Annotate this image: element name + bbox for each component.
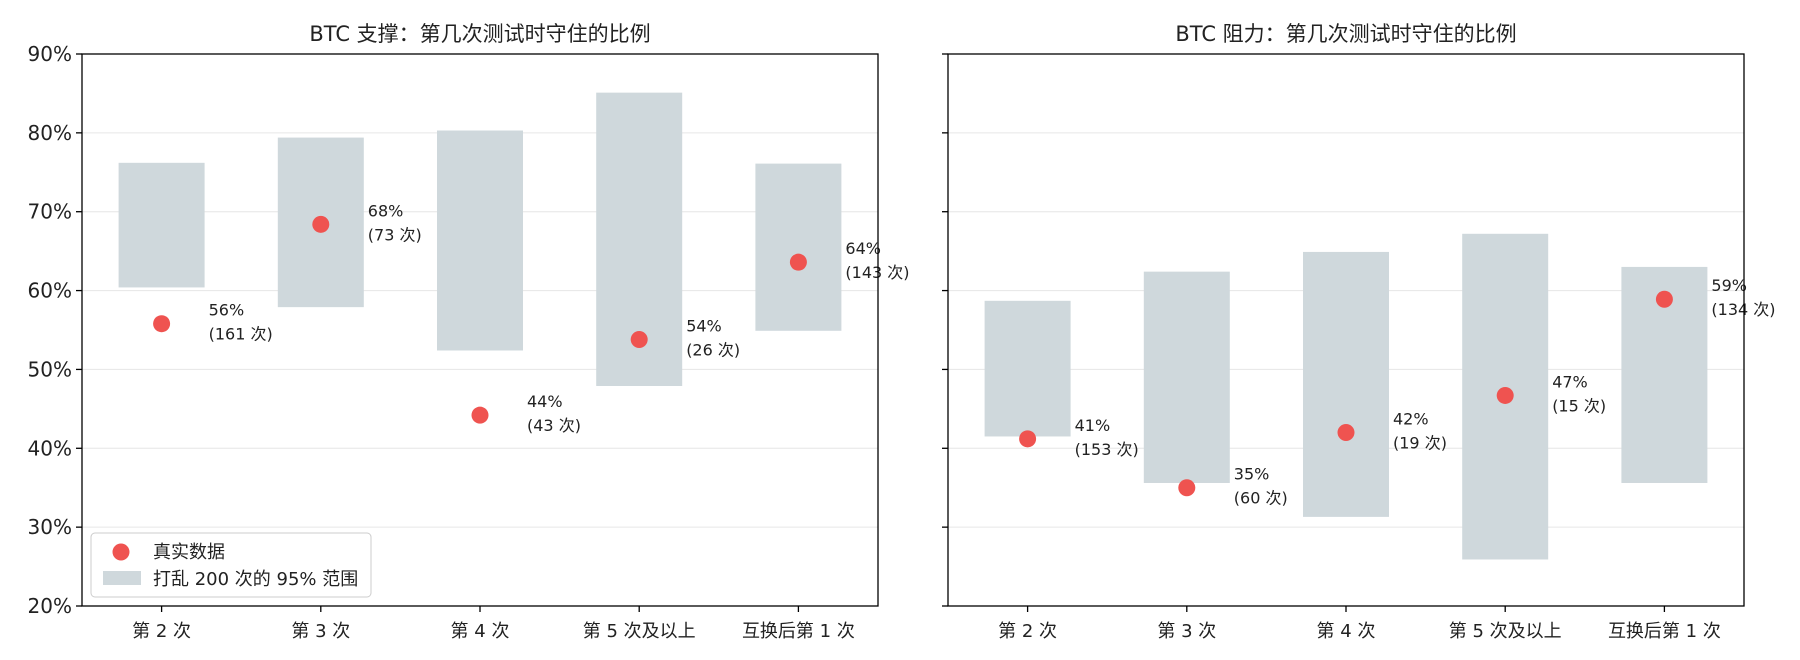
null-range-band xyxy=(437,130,523,351)
data-point xyxy=(1496,386,1514,404)
null-range-band xyxy=(1143,271,1230,483)
x-tick-label: 第 5 次及以上 xyxy=(1449,621,1562,642)
data-label-count: (19 次) xyxy=(1393,434,1447,453)
data-point xyxy=(153,315,171,333)
y-tick-label: 80% xyxy=(28,121,72,145)
y-tick-label: 30% xyxy=(28,515,72,539)
null-range-band xyxy=(118,162,205,288)
data-point xyxy=(1655,290,1673,308)
null-range-band xyxy=(1303,251,1389,517)
x-tick-label: 第 4 次 xyxy=(451,621,510,642)
x-tick-label: 第 2 次 xyxy=(132,621,191,642)
data-label-count: (15 次) xyxy=(1552,396,1606,415)
data-point xyxy=(312,215,330,233)
data-label-pct: 42% xyxy=(1393,410,1429,429)
null-range-band xyxy=(755,163,842,331)
legend-label: 打乱 200 次的 95% 范围 xyxy=(153,569,358,590)
data-point xyxy=(1178,479,1196,497)
data-label-count: (43 次) xyxy=(527,416,581,435)
x-tick-label: 第 4 次 xyxy=(1317,621,1376,642)
data-point xyxy=(471,406,489,424)
data-label-pct: 47% xyxy=(1552,372,1588,391)
data-label-count: (60 次) xyxy=(1234,489,1288,508)
data-point xyxy=(630,330,648,348)
legend-label: 真实数据 xyxy=(153,542,225,563)
chart-panel-2: 41% (153 次) 35% (60 次) 42% (19 次) 47% (15 次) 59%… xyxy=(942,22,1776,642)
x-tick-label: 第 5 次及以上 xyxy=(583,621,696,642)
y-tick-label: 40% xyxy=(28,436,72,460)
data-label-pct: 64% xyxy=(845,239,881,258)
y-tick-label: 20% xyxy=(28,594,72,618)
data-label-count: (153 次) xyxy=(1075,440,1139,459)
data-label-pct: 56% xyxy=(209,301,245,320)
data-label-count: (73 次) xyxy=(368,225,422,244)
y-tick-label: 60% xyxy=(28,279,72,303)
x-tick-label: 第 2 次 xyxy=(998,621,1057,642)
legend-box xyxy=(90,532,372,598)
x-tick-label: 第 3 次 xyxy=(1157,621,1216,642)
x-tick-label: 互换后第 1 次 xyxy=(1608,621,1721,642)
data-point xyxy=(789,253,807,271)
data-label-count: (26 次) xyxy=(686,340,740,359)
data-label-count: (161 次) xyxy=(209,325,273,344)
legend-marker-band xyxy=(103,571,141,585)
data-label-pct: 54% xyxy=(686,316,722,335)
null-range-band xyxy=(984,300,1071,437)
data-label-pct: 59% xyxy=(1711,276,1747,295)
data-label-pct: 35% xyxy=(1234,465,1270,484)
x-tick-label: 第 3 次 xyxy=(291,621,350,642)
chart-title: BTC 阻力：第几次测试时守住的比例 xyxy=(1175,22,1516,46)
data-point xyxy=(1337,424,1355,442)
data-point xyxy=(1019,430,1037,448)
chart-panel-1: 56% (161 次) 68% (73 次) 44% (43 次) 54% (26 次) 64%… xyxy=(28,22,910,642)
chart-title: BTC 支撑：第几次测试时守住的比例 xyxy=(309,22,650,46)
y-tick-label: 70% xyxy=(28,200,72,224)
legend-marker-point xyxy=(112,543,130,561)
x-tick-label: 互换后第 1 次 xyxy=(742,621,855,642)
y-tick-label: 90% xyxy=(28,42,72,66)
data-label-pct: 68% xyxy=(368,201,404,220)
data-label-pct: 41% xyxy=(1075,416,1111,435)
y-tick-label: 50% xyxy=(28,357,72,381)
data-label-pct: 44% xyxy=(527,392,563,411)
